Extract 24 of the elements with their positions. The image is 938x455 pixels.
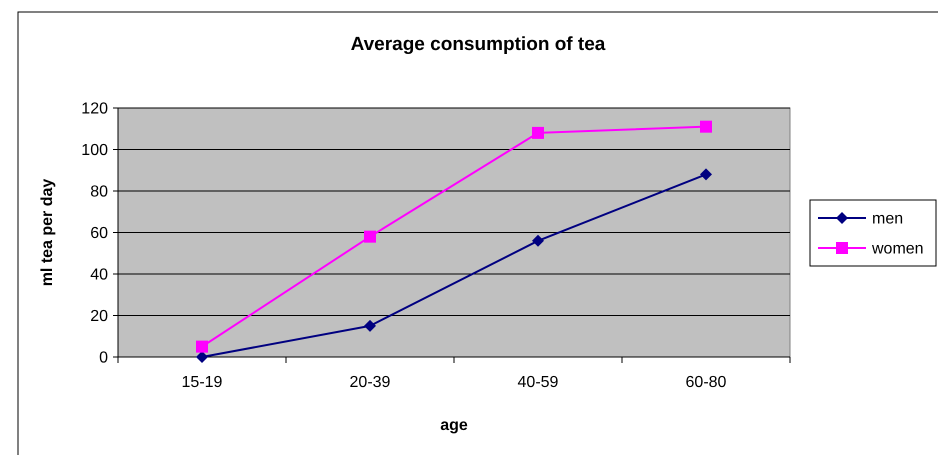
x-tick-label: 15-19 (182, 374, 223, 391)
y-tick-label: 0 (99, 350, 108, 367)
legend-label: men (872, 210, 904, 228)
y-tick-label: 60 (90, 225, 108, 242)
point (700, 120, 712, 133)
y-axis-title: ml tea per day (39, 178, 56, 286)
chart-title: Average consumption of tea (350, 34, 606, 55)
y-tick-label: 20 (90, 308, 108, 326)
x-tick-label: 40-59 (518, 374, 559, 391)
y-tick-label: 100 (81, 142, 108, 160)
point (364, 320, 376, 332)
point (532, 126, 544, 139)
y-tick-label: 80 (90, 184, 108, 201)
y-tick-label: 120 (81, 100, 108, 118)
point (196, 351, 208, 363)
point (532, 234, 544, 247)
point (364, 230, 376, 243)
point (196, 340, 208, 353)
x-tick-label: 60-80 (686, 374, 727, 391)
x-tick-label: 20-39 (350, 374, 391, 391)
point (700, 168, 712, 180)
legend-label: women (871, 240, 924, 258)
x-axis-title: age (440, 417, 468, 434)
y-tick-label: 40 (90, 266, 108, 284)
